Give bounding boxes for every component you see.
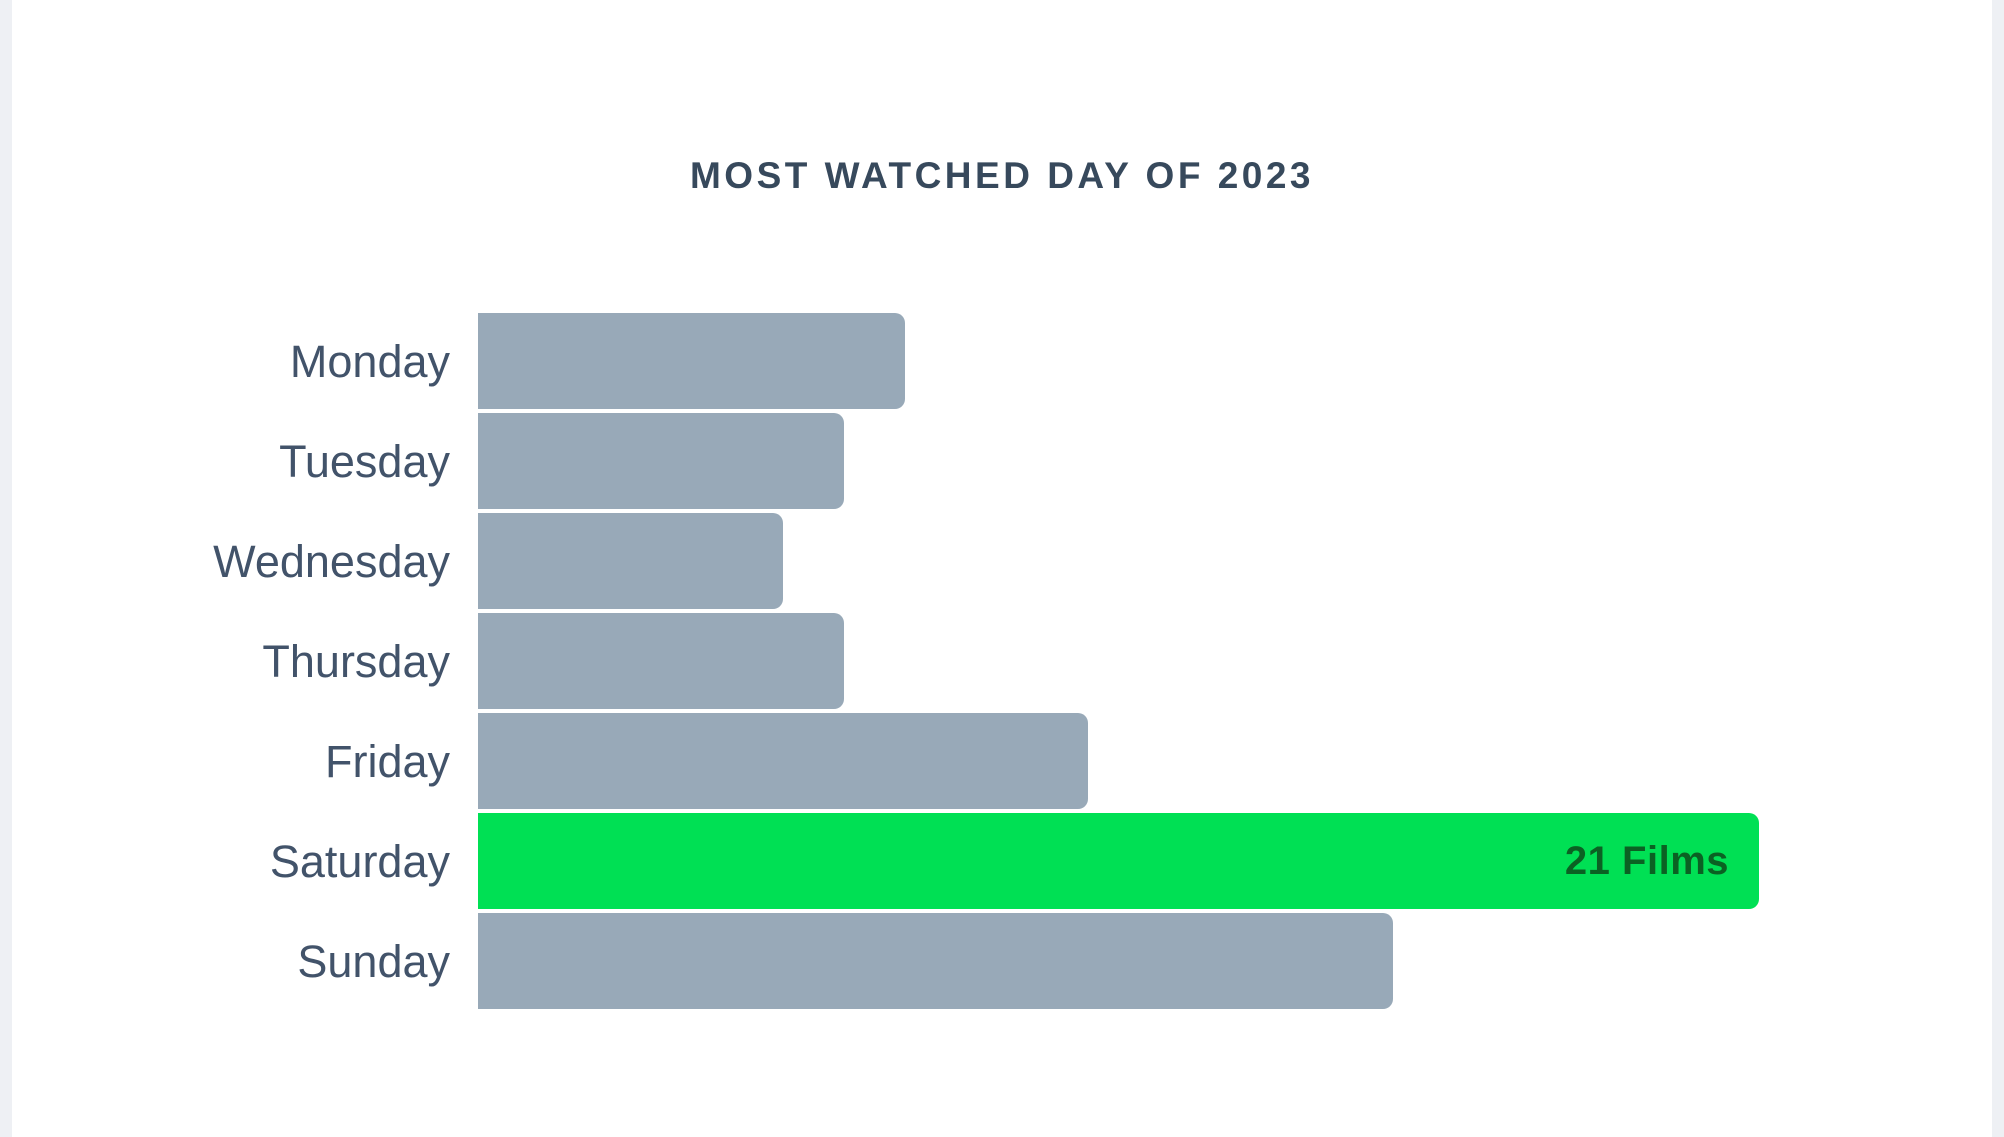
bar-friday (478, 713, 1088, 809)
page-margin-left (0, 0, 12, 1137)
category-label-wednesday: Wednesday (213, 535, 450, 587)
category-label-monday: Monday (289, 335, 450, 387)
category-label-thursday: Thursday (262, 635, 450, 687)
bar-row: Saturday 21 Films (12, 813, 1759, 909)
bar-row: Tuesday (12, 413, 1759, 509)
bar-row: Monday (12, 313, 1759, 409)
chart-card: MOST WATCHED DAY OF 2023 Monday Tuesday We… (12, 0, 1992, 1137)
bar-tuesday (478, 413, 844, 509)
category-label-sunday: Sunday (297, 935, 450, 987)
bar-chart: Monday Tuesday Wednesday Thursday Friday Satu… (12, 313, 1759, 1009)
bar-row: Sunday (12, 913, 1759, 1009)
bar-monday (478, 313, 905, 409)
bar-row: Thursday (12, 613, 1759, 709)
bar-wednesday (478, 513, 783, 609)
page-margin-right (1992, 0, 2004, 1137)
chart-title: MOST WATCHED DAY OF 2023 (689, 155, 1315, 196)
bar-saturday: 21 Films (478, 813, 1759, 909)
category-label-tuesday: Tuesday (279, 435, 450, 487)
bar-thursday (478, 613, 844, 709)
highlight-value-label: 21 Films (1564, 839, 1729, 883)
bar-sunday (478, 913, 1393, 1009)
category-label-friday: Friday (324, 735, 450, 787)
category-label-saturday: Saturday (269, 835, 450, 887)
bar-row: Friday (12, 713, 1759, 809)
bar-row: Wednesday (12, 513, 1759, 609)
